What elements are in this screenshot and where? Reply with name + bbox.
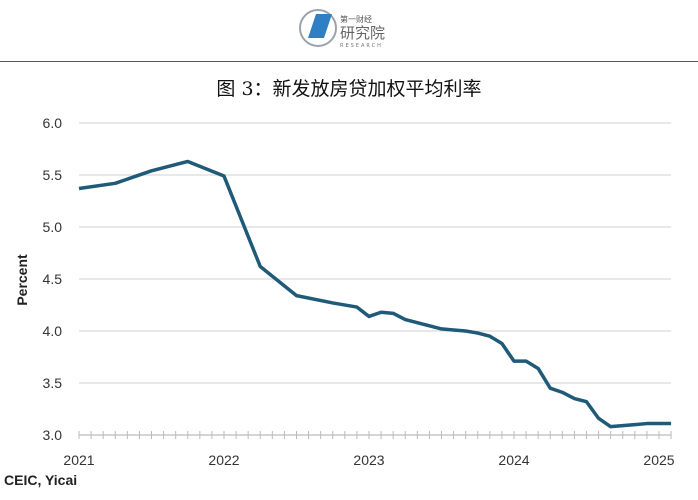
x-tick-label: 2024 xyxy=(498,452,529,468)
svg-text:第一财经: 第一财经 xyxy=(340,14,372,24)
x-tick-label: 2023 xyxy=(353,452,384,468)
y-tick-label: 3.0 xyxy=(43,427,63,443)
yicai-research-logo: 第一财经 研究院 RESEARCH xyxy=(299,9,385,49)
y-tick-label: 5.5 xyxy=(43,167,63,183)
header-divider xyxy=(0,61,698,62)
chart-title: 图 3：新发放房贷加权平均利率 xyxy=(216,78,482,100)
svg-text:RESEARCH: RESEARCH xyxy=(340,43,383,49)
y-tick-label: 5.0 xyxy=(43,219,63,235)
y-axis-label: Percent xyxy=(14,254,30,306)
source-note: CEIC, Yicai xyxy=(4,472,78,488)
svg-text:研究院: 研究院 xyxy=(340,24,385,42)
x-tick-label: 2022 xyxy=(208,452,239,468)
y-tick-label: 6.0 xyxy=(43,115,63,131)
y-tick-label: 4.5 xyxy=(43,271,63,287)
x-tick-label: 2025 xyxy=(643,452,674,468)
x-tick-label: 2021 xyxy=(63,452,94,468)
y-tick-label: 3.5 xyxy=(43,375,63,391)
series-line xyxy=(78,159,672,429)
y-tick-label: 4.0 xyxy=(43,323,63,339)
